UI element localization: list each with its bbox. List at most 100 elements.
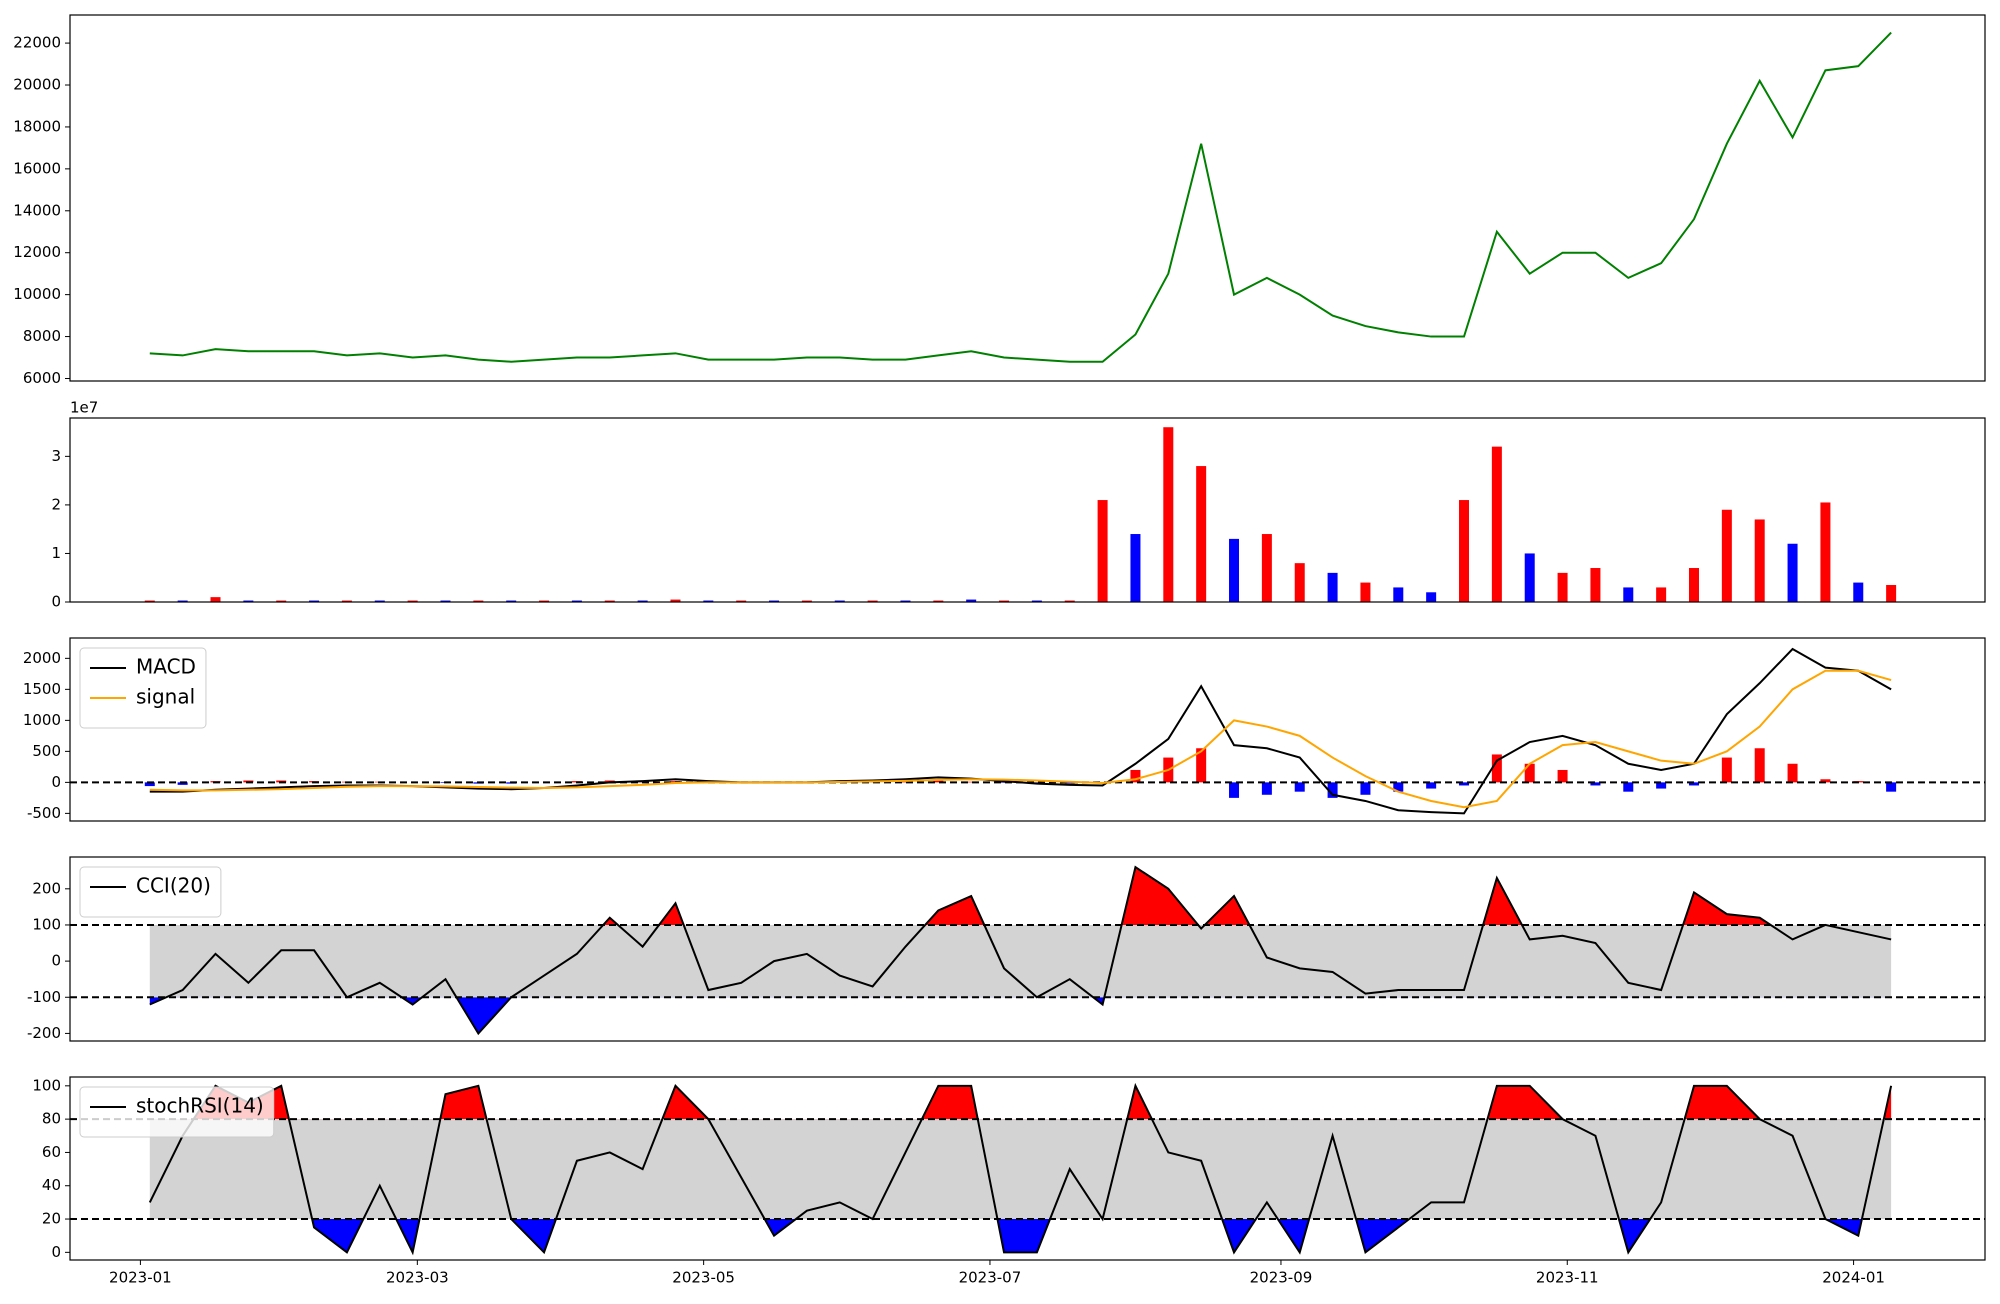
- bar: [1261, 534, 1272, 602]
- bar: [1623, 587, 1634, 602]
- bar: [374, 600, 385, 602]
- band: [149, 924, 1892, 998]
- series-line: [149, 669, 1892, 809]
- legend-box: [79, 866, 222, 918]
- y-tick-label: 0: [51, 593, 61, 611]
- bar: [210, 597, 221, 602]
- y-tick-label: -200: [27, 1024, 61, 1042]
- bar: [144, 600, 155, 602]
- legend: CCI(20): [79, 866, 222, 918]
- panel: [70, 865, 1985, 1036]
- y-tick-label: 22000: [13, 34, 61, 52]
- histogram-bar: [933, 780, 944, 783]
- series-line: [148, 1082, 1893, 1256]
- bar: [1163, 427, 1174, 602]
- bar: [243, 600, 254, 602]
- y-tick-label: 1500: [23, 680, 61, 698]
- histogram-bar: [1261, 782, 1272, 795]
- histogram-bar: [1294, 782, 1305, 792]
- bar: [571, 600, 582, 602]
- bar: [1754, 519, 1765, 602]
- y-tick-label: 16000: [13, 159, 61, 177]
- histogram-bar: [1491, 754, 1502, 783]
- y-tick-label: 80: [42, 1110, 61, 1128]
- bar: [1853, 582, 1864, 602]
- offset-label: 1e7: [70, 399, 98, 417]
- bar: [1196, 466, 1207, 602]
- series-line: [149, 31, 1892, 363]
- bar: [1459, 500, 1470, 602]
- histogram-bar: [1327, 782, 1338, 798]
- y-tick-label: 12000: [13, 243, 61, 261]
- bar: [341, 600, 352, 602]
- histogram-bar: [177, 782, 188, 785]
- bar: [1820, 502, 1831, 602]
- legend: stochRSI(14): [79, 1086, 275, 1138]
- y-tick-label: 18000: [13, 117, 61, 135]
- y-tick-label: 2000: [23, 649, 61, 667]
- histogram-bar: [1426, 782, 1437, 789]
- bar: [999, 600, 1010, 602]
- bar: [966, 599, 977, 602]
- bar: [1787, 543, 1798, 602]
- bar: [933, 600, 944, 602]
- bar: [769, 600, 780, 602]
- histogram-bar: [1886, 782, 1897, 792]
- bar: [1491, 446, 1502, 602]
- bar: [1656, 587, 1667, 602]
- y-tick-label: 0: [51, 1243, 61, 1261]
- legend-box: [79, 1086, 275, 1138]
- y-tick-label: 100: [32, 1076, 61, 1094]
- x-tick-label: 2023-05: [672, 1269, 735, 1287]
- bar: [1229, 538, 1240, 602]
- histogram-bar: [1459, 782, 1470, 786]
- panel: [70, 1082, 1985, 1256]
- bar: [1688, 568, 1699, 602]
- y-tick-label: 500: [32, 742, 61, 760]
- y-tick-label: 10000: [13, 285, 61, 303]
- y-tick-label: -500: [27, 804, 61, 822]
- panel: [149, 31, 1892, 363]
- bar: [1327, 572, 1338, 602]
- y-tick-label: 20000: [13, 76, 61, 94]
- bar: [1360, 582, 1371, 602]
- x-tick-label: 2024-01: [1822, 1269, 1885, 1287]
- legend-label: MACD: [136, 655, 196, 679]
- y-tick-label: 6000: [23, 369, 61, 387]
- histogram-bar: [1393, 782, 1404, 792]
- histogram-bar: [1787, 763, 1798, 783]
- histogram-bar: [1656, 782, 1667, 789]
- bar: [1031, 600, 1042, 602]
- y-tick-label: 100: [32, 915, 61, 933]
- histogram-bar: [1688, 782, 1699, 786]
- histogram-bar: [1721, 757, 1732, 783]
- y-tick-label: 200: [32, 879, 61, 897]
- bar: [1294, 563, 1305, 602]
- bar: [1426, 592, 1437, 602]
- legend: MACD signal: [79, 647, 207, 729]
- threshold-fill: [193, 1085, 1892, 1120]
- bar: [1590, 568, 1601, 602]
- y-tick-label: 0: [51, 952, 61, 970]
- bar: [1097, 500, 1108, 602]
- y-tick-label: 60: [42, 1143, 61, 1161]
- histogram-bar: [1590, 782, 1601, 786]
- bar: [801, 600, 812, 602]
- bar: [637, 600, 648, 602]
- histogram-bar: [966, 781, 977, 783]
- y-tick-label: 1: [51, 544, 61, 562]
- histogram-bar: [1229, 782, 1240, 798]
- bar: [539, 600, 550, 602]
- histogram-bar: [1754, 748, 1765, 783]
- axes-frame: [69, 417, 1986, 603]
- legend-label: signal: [136, 685, 195, 709]
- axes-frame: [69, 856, 1986, 1042]
- bar: [1721, 509, 1732, 602]
- bar: [440, 600, 451, 602]
- bar: [604, 600, 615, 602]
- y-tick-label: 8000: [23, 327, 61, 345]
- histogram-bar: [144, 782, 155, 787]
- histogram-bar: [1557, 769, 1568, 783]
- bar: [473, 600, 484, 602]
